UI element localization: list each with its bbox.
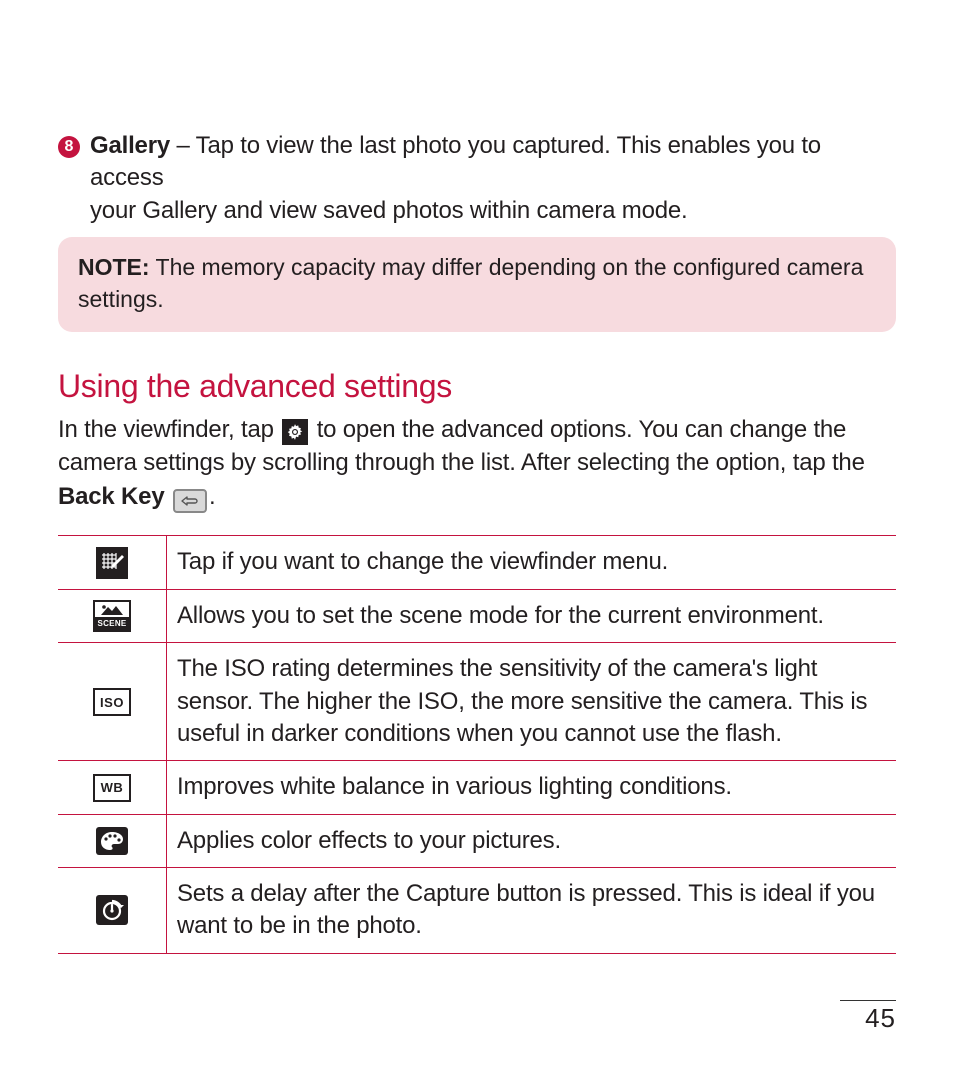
icon-cell (58, 868, 167, 954)
icon-cell (58, 814, 167, 867)
page-number: 45 (840, 1003, 896, 1034)
item-text-line1: Gallery – Tap to view the last photo you… (90, 130, 896, 195)
color-effect-icon (96, 827, 128, 855)
item-sep: – (170, 132, 196, 159)
table-row: Sets a delay after the Capture button is… (58, 868, 896, 954)
row-desc: Allows you to set the scene mode for the… (167, 589, 897, 642)
row-desc: Applies color effects to your pictures. (167, 814, 897, 867)
icon-cell (58, 536, 167, 589)
white-balance-icon: WB (93, 774, 131, 802)
table-row: ISO The ISO rating determines the sensit… (58, 643, 896, 761)
row-desc: The ISO rating determines the sensitivit… (167, 643, 897, 761)
settings-table: Tap if you want to change the viewfinder… (58, 535, 896, 954)
item-label: Gallery (90, 132, 170, 159)
wb-label: WB (101, 780, 124, 795)
scene-label: SCENE (95, 617, 129, 630)
item-line1-after: Tap to view the last photo you captured.… (90, 132, 821, 191)
intro-period: . (209, 483, 215, 510)
viewfinder-menu-icon (96, 547, 128, 579)
note-text: The memory capacity may differ depending… (78, 254, 863, 312)
scene-mode-icon: SCENE (93, 600, 131, 632)
intro-part-a: In the viewfinder, tap (58, 416, 280, 443)
back-key-icon (173, 489, 207, 513)
icon-cell: SCENE (58, 589, 167, 642)
table-row: Applies color effects to your pictures. (58, 814, 896, 867)
icon-cell: ISO (58, 643, 167, 761)
page-number-rule (840, 1000, 896, 1001)
timer-icon (96, 895, 128, 925)
table-row: SCENE Allows you to set the scene mode f… (58, 589, 896, 642)
back-key-label: Back Key (58, 483, 164, 510)
row-desc: Improves white balance in various lighti… (167, 761, 897, 814)
iso-label: ISO (100, 695, 124, 710)
table-row: Tap if you want to change the viewfinder… (58, 536, 896, 589)
list-item-gallery: 8 Gallery – Tap to view the last photo y… (58, 130, 896, 227)
note-label: NOTE: (78, 254, 150, 280)
iso-icon: ISO (93, 688, 131, 716)
gear-icon (282, 419, 308, 445)
row-desc: Tap if you want to change the viewfinder… (167, 536, 897, 589)
item-text-line2: your Gallery and view saved photos withi… (90, 195, 896, 227)
section-heading: Using the advanced settings (58, 368, 896, 405)
row-desc: Sets a delay after the Capture button is… (167, 868, 897, 954)
table-row: WB Improves white balance in various lig… (58, 761, 896, 814)
page: 8 Gallery – Tap to view the last photo y… (0, 0, 954, 1074)
item-badge: 8 (58, 136, 80, 158)
page-number-wrap: 45 (840, 1000, 896, 1034)
icon-cell: WB (58, 761, 167, 814)
note-box: NOTE: The memory capacity may differ dep… (58, 237, 896, 331)
intro-paragraph: In the viewfinder, tap to open the advan… (58, 413, 896, 514)
